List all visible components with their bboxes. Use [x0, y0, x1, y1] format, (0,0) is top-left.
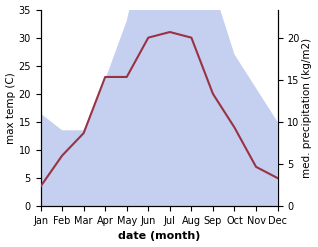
X-axis label: date (month): date (month)	[118, 231, 200, 242]
Y-axis label: med. precipitation (kg/m2): med. precipitation (kg/m2)	[302, 38, 313, 178]
Y-axis label: max temp (C): max temp (C)	[5, 72, 16, 144]
